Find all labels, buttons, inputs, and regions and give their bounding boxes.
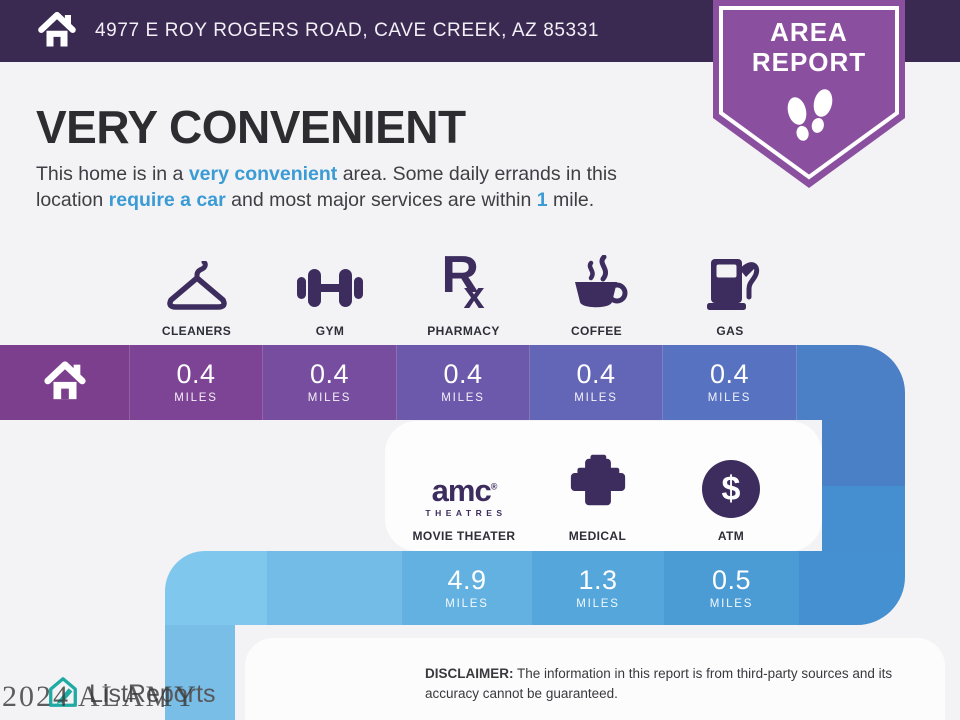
poi-coffee: COFFEE [530,240,663,338]
poi-label: MOVIE THEATER [412,529,516,543]
listreports-logo-text: ListReports [89,680,216,708]
property-address: 4977 E ROY ROGERS ROAD, CAVE CREEK, AZ 8… [95,20,600,41]
distance-bar-row1: 0.4 MILES 0.4 MILES 0.4 MILES 0.4 MILES … [0,345,905,420]
distance-cell-cleaners: 0.4 MILES [130,345,263,420]
snake-right-band [822,420,905,551]
home-icon [42,357,88,408]
poi-label: MEDICAL [568,529,627,543]
stock-watermark: 2024 ALAMY [2,680,198,713]
distance-cell-atm: 0.5 MILES [664,551,799,625]
poi-label: ATM [717,529,745,543]
poi-label: GYM [315,324,345,338]
summary-paragraph: This home is in a very convenient area. … [36,163,617,211]
bar2-spacer-segment [267,551,402,625]
fuel-pump-icon [699,251,761,313]
distance-cell-pharmacy: 0.4 MILES [397,345,530,420]
distance-cell-medical: 1.3 MILES [532,551,664,625]
distance-cell-coffee: 0.4 MILES [530,345,663,420]
poi-label: PHARMACY [427,324,500,338]
poi-label: COFFEE [570,324,623,338]
pennant-shape-icon [713,0,905,188]
dollar-circle-icon: $ [702,460,760,518]
poi-movie-theater: amc® THEATRES MOVIE THEATER [397,435,531,543]
badge-title: AREA REPORT [751,17,867,77]
row2-card: amc® THEATRES MOVIE THEATER MEDICAL $ AT… [385,421,822,551]
disclaimer-card: DISCLAIMER: The information in this repo… [245,638,945,720]
home-marker-cell [0,345,130,420]
bar2-head-segment [165,551,267,625]
poi-cleaners: CLEANERS [130,240,263,338]
poi-atm: $ ATM [664,435,798,543]
disclaimer-text: DISCLAIMER: The information in this repo… [425,666,893,701]
poi-gas: GAS [663,240,797,338]
bar1-tail-segment [797,345,905,420]
distance-cell-movie-theater: 4.9 MILES [402,551,532,625]
page-title: VERY CONVENIENT [36,101,466,153]
poi-gym: GYM [263,240,397,338]
dumbbell-icon [295,263,365,313]
poi-label: CLEANERS [161,324,232,338]
listreports-house-icon [46,674,80,715]
listreports-logo: ListReports [46,674,215,715]
poi-label: GAS [716,324,744,338]
distance-cell-gym: 0.4 MILES [263,345,397,420]
medical-cross-icon [567,451,629,518]
area-report-badge: AREA REPORT [713,0,905,190]
coffee-cup-icon [564,255,630,313]
distance-bar-row2: 4.9 MILES 1.3 MILES 0.5 MILES [165,551,905,625]
amc-theatres-logo: amc® THEATRES [425,473,507,518]
distance-cell-gas: 0.4 MILES [663,345,797,420]
bar2-tail-segment [799,551,905,625]
poi-medical: MEDICAL [531,435,664,543]
home-icon [36,8,78,55]
snake-left-strip [165,615,235,720]
hanger-icon [164,261,230,313]
